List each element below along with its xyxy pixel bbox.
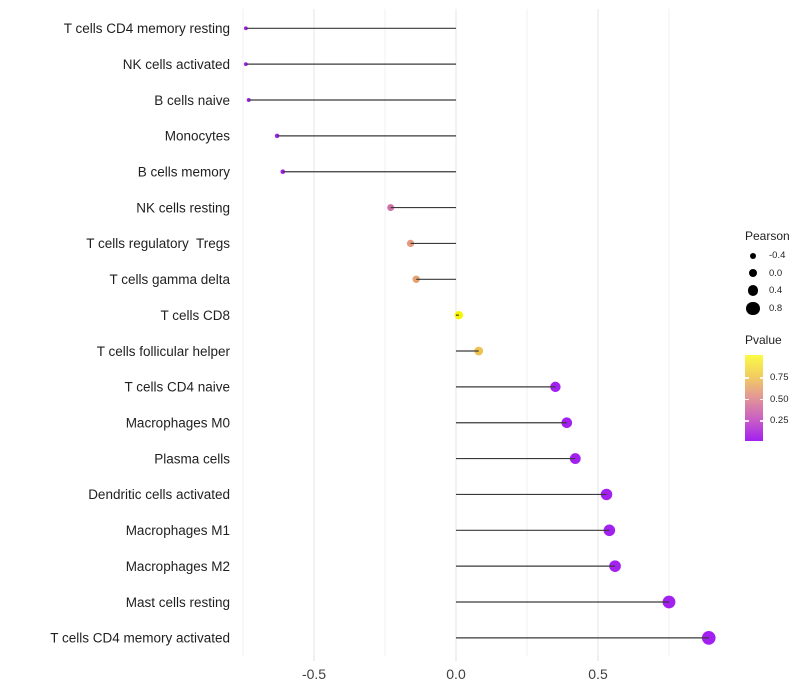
- y-axis-label: Monocytes: [165, 129, 231, 144]
- pearson-size-legend: Pearson -0.4 0.0 0.4 0.8: [745, 229, 790, 317]
- pearson-legend-dot: [746, 301, 760, 315]
- y-axis-label: T cells CD4 memory activated: [50, 631, 230, 646]
- y-axis-label: B cells naive: [154, 93, 230, 108]
- pvalue-legend-title: Pvalue: [745, 333, 782, 347]
- y-axis-label: NK cells resting: [136, 200, 230, 215]
- y-axis-label: Macrophages M0: [126, 416, 230, 431]
- pvalue-colorbar-tick: [759, 377, 763, 379]
- y-axis-label: Mast cells resting: [126, 595, 230, 610]
- y-axis-label: B cells memory: [138, 165, 231, 180]
- pearson-legend-entries: -0.4 0.0 0.4 0.8: [745, 247, 790, 317]
- pvalue-color-legend: Pvalue 0.75 0.50 0.25: [745, 333, 800, 441]
- pearson-legend-title: Pearson: [745, 229, 790, 243]
- pvalue-legend-tick-label: 0.25: [770, 415, 789, 427]
- y-axis-label: T cells gamma delta: [109, 272, 230, 287]
- pvalue-colorbar-tick: [759, 398, 763, 401]
- pvalue-legend-tick-label: 0.75: [770, 372, 789, 384]
- y-axis-label: T cells CD4 naive: [124, 380, 230, 395]
- y-axis-label: T cells regulatory Tregs: [86, 236, 230, 251]
- pearson-legend-dot-col: [745, 252, 761, 259]
- y-axis-label: T cells CD4 memory resting: [64, 21, 230, 36]
- pearson-legend-label: 0.8: [769, 302, 783, 314]
- pvalue-colorbar: 0.75 0.50 0.25: [745, 355, 800, 441]
- x-axis-tick-label: 0.5: [588, 666, 608, 682]
- pearson-legend-dot-col: [745, 285, 761, 297]
- y-axis-label: Plasma cells: [154, 451, 230, 466]
- pearson-legend-dot-col: [745, 269, 761, 278]
- pvalue-colorbar-tick: [759, 420, 763, 422]
- pvalue-colorbar-tick: [745, 420, 749, 422]
- pearson-legend-dot: [750, 252, 756, 259]
- pearson-legend-label: 0.0: [769, 267, 783, 279]
- pearson-legend-entry: 0.4: [745, 282, 790, 300]
- data-point-dot: [274, 133, 280, 139]
- x-axis-tick-label: 0.0: [446, 666, 466, 682]
- x-axis-tick-label: -0.5: [302, 666, 326, 682]
- pvalue-colorbar-tick: [745, 398, 749, 401]
- pearson-legend-dot: [747, 285, 759, 297]
- y-axis-label: Macrophages M2: [126, 559, 230, 574]
- y-axis-label: T cells follicular helper: [97, 344, 231, 359]
- y-axis-label: Dendritic cells activated: [88, 487, 230, 502]
- pvalue-gradient-bar: [745, 355, 763, 441]
- pearson-legend-entry: -0.4: [745, 247, 790, 265]
- pearson-legend-label: -0.4: [769, 250, 786, 262]
- pearson-legend-label: 0.4: [769, 285, 783, 297]
- y-axis-label: T cells CD8: [160, 308, 230, 323]
- pearson-legend-dot-col: [745, 301, 761, 315]
- y-axis-label: NK cells activated: [123, 57, 230, 72]
- pearson-legend-entry: 0.8: [745, 300, 790, 318]
- pearson-legend-dot: [748, 269, 758, 278]
- pvalue-colorbar-tick: [745, 377, 749, 379]
- pearson-legend-entry: 0.0: [745, 265, 790, 283]
- y-axis-label: Macrophages M1: [126, 523, 230, 538]
- pvalue-legend-tick-label: 0.50: [770, 393, 789, 405]
